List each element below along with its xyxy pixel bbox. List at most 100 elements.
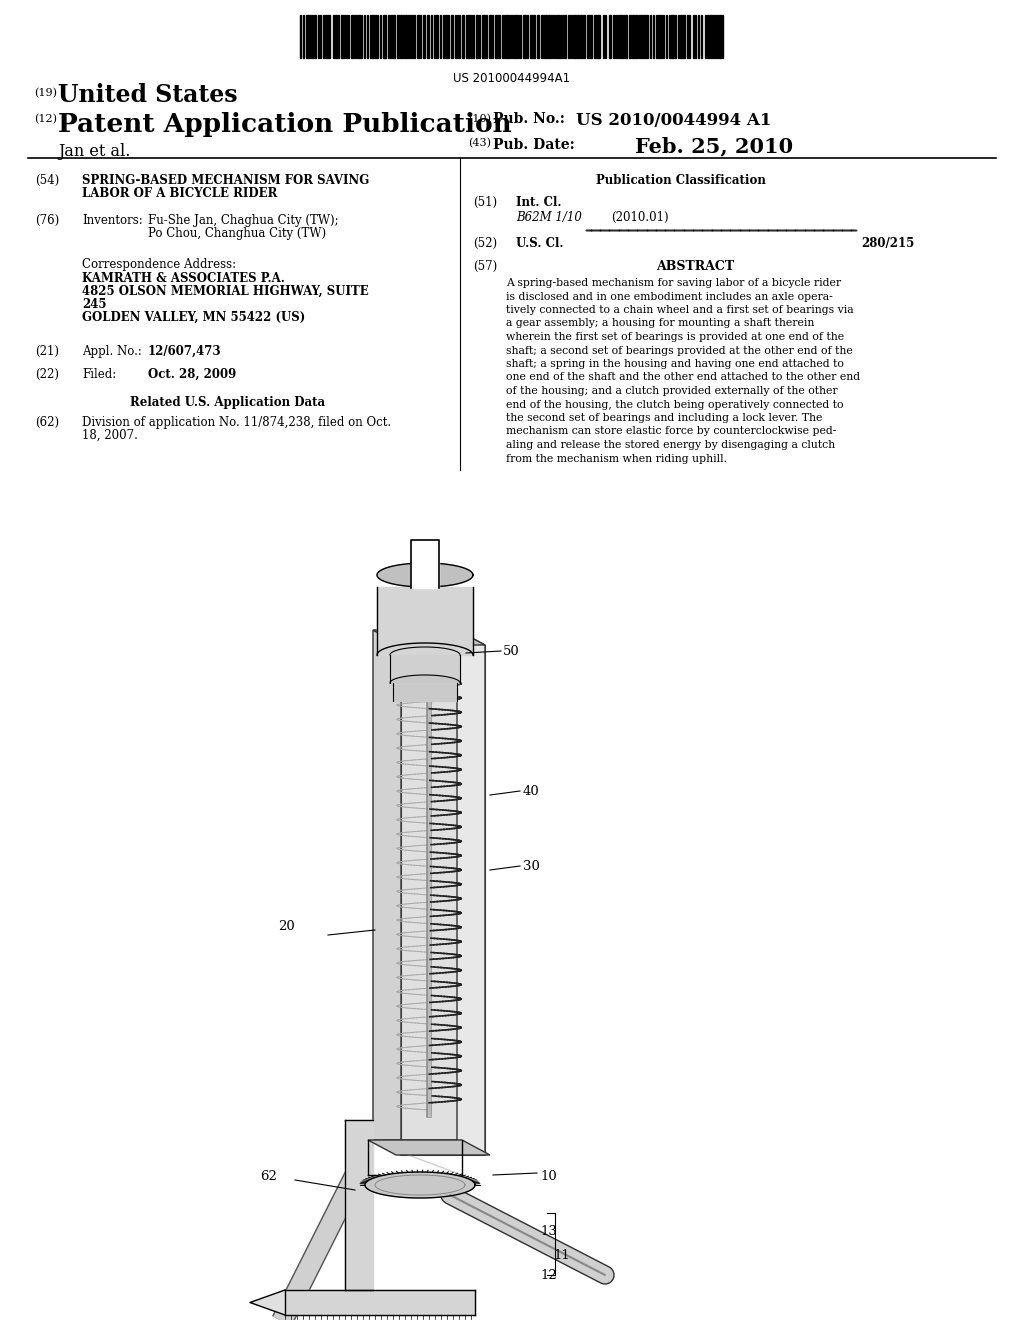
- Bar: [358, 15, 360, 58]
- Bar: [646, 15, 648, 58]
- Bar: [597, 15, 600, 58]
- Polygon shape: [377, 564, 473, 587]
- Bar: [625, 15, 627, 58]
- Text: Jan et al.: Jan et al.: [58, 143, 130, 160]
- Bar: [397, 15, 399, 58]
- Text: Pub. No.:: Pub. No.:: [493, 112, 565, 125]
- Polygon shape: [368, 1140, 490, 1155]
- Text: shaft; a second set of bearings provided at the other end of the: shaft; a second set of bearings provided…: [506, 346, 853, 355]
- Polygon shape: [393, 682, 457, 701]
- Text: Division of application No. 11/874,238, filed on Oct.: Division of application No. 11/874,238, …: [82, 416, 391, 429]
- Bar: [683, 15, 685, 58]
- Text: Correspondence Address:: Correspondence Address:: [82, 257, 237, 271]
- Text: 13: 13: [540, 1225, 557, 1238]
- Polygon shape: [373, 630, 401, 1155]
- Bar: [406, 15, 407, 58]
- Bar: [506, 15, 508, 58]
- Bar: [341, 15, 343, 58]
- Polygon shape: [390, 675, 460, 682]
- Bar: [671, 15, 674, 58]
- Text: one end of the shaft and the other end attached to the other end: one end of the shaft and the other end a…: [506, 372, 860, 383]
- Text: 10: 10: [540, 1170, 557, 1183]
- Bar: [564, 15, 566, 58]
- Text: (12): (12): [34, 114, 57, 124]
- Bar: [445, 15, 447, 58]
- Text: 12: 12: [540, 1269, 557, 1282]
- Bar: [515, 15, 517, 58]
- Text: Publication Classification: Publication Classification: [596, 174, 766, 187]
- Bar: [495, 15, 497, 58]
- Bar: [328, 15, 330, 58]
- Bar: [427, 15, 429, 58]
- Text: SPRING-BASED MECHANISM FOR SAVING: SPRING-BASED MECHANISM FOR SAVING: [82, 174, 370, 187]
- Text: Patent Application Publication: Patent Application Publication: [58, 112, 512, 137]
- Text: 20: 20: [278, 920, 295, 933]
- Text: 4825 OLSON MEMORIAL HIGHWAY, SUITE: 4825 OLSON MEMORIAL HIGHWAY, SUITE: [82, 285, 369, 298]
- Text: Int. Cl.: Int. Cl.: [516, 195, 561, 209]
- Bar: [710, 15, 712, 58]
- Text: from the mechanism when riding uphill.: from the mechanism when riding uphill.: [506, 454, 727, 463]
- Text: Appl. No.:: Appl. No.:: [82, 345, 142, 358]
- Bar: [530, 15, 532, 58]
- Text: of the housing; and a clutch provided externally of the other: of the housing; and a clutch provided ex…: [506, 385, 838, 396]
- Bar: [523, 15, 526, 58]
- Text: LABOR OF A BICYCLE RIDER: LABOR OF A BICYCLE RIDER: [82, 187, 278, 201]
- Bar: [476, 15, 478, 58]
- Text: 50: 50: [503, 645, 520, 657]
- Text: (76): (76): [35, 214, 59, 227]
- Bar: [680, 15, 682, 58]
- Text: end of the housing, the clutch being operatively connected to: end of the housing, the clutch being ope…: [506, 400, 844, 409]
- Bar: [451, 15, 453, 58]
- Polygon shape: [377, 587, 473, 655]
- Bar: [613, 15, 615, 58]
- Bar: [383, 15, 386, 58]
- Bar: [620, 15, 622, 58]
- Text: A spring-based mechanism for saving labor of a bicycle rider: A spring-based mechanism for saving labo…: [506, 279, 841, 288]
- Bar: [537, 15, 539, 58]
- Text: is disclosed and in one embodiment includes an axle opera-: is disclosed and in one embodiment inclu…: [506, 292, 833, 301]
- Text: Pub. Date:: Pub. Date:: [493, 139, 574, 152]
- Bar: [417, 15, 419, 58]
- Bar: [594, 15, 596, 58]
- Bar: [632, 15, 634, 58]
- Bar: [587, 15, 589, 58]
- Text: a gear assembly; a housing for mounting a shaft therein: a gear assembly; a housing for mounting …: [506, 318, 814, 329]
- Polygon shape: [373, 1140, 485, 1155]
- Text: 30: 30: [523, 861, 540, 873]
- Text: GOLDEN VALLEY, MN 55422 (US): GOLDEN VALLEY, MN 55422 (US): [82, 312, 305, 323]
- Text: KAMRATH & ASSOCIATES P.A.: KAMRATH & ASSOCIATES P.A.: [82, 272, 285, 285]
- Text: 245: 245: [82, 298, 106, 312]
- Text: tively connected to a chain wheel and a first set of bearings via: tively connected to a chain wheel and a …: [506, 305, 854, 315]
- Text: U.S. Cl.: U.S. Cl.: [516, 238, 563, 249]
- Text: mechanism can store elastic force by counterclockwise ped-: mechanism can store elastic force by cou…: [506, 426, 837, 437]
- Text: 62: 62: [260, 1170, 276, 1183]
- Bar: [583, 15, 585, 58]
- Polygon shape: [401, 645, 485, 1155]
- Bar: [498, 15, 500, 58]
- Bar: [719, 15, 721, 58]
- Text: 12/607,473: 12/607,473: [148, 345, 221, 358]
- Bar: [609, 15, 611, 58]
- Bar: [482, 15, 485, 58]
- Text: 18, 2007.: 18, 2007.: [82, 429, 138, 442]
- Bar: [580, 15, 582, 58]
- Polygon shape: [365, 1172, 475, 1199]
- Polygon shape: [250, 1290, 285, 1315]
- Bar: [574, 15, 575, 58]
- Text: Related U.S. Application Data: Related U.S. Application Data: [130, 396, 326, 409]
- Polygon shape: [368, 1140, 462, 1175]
- Text: (10): (10): [468, 114, 490, 124]
- Text: B62M 1/10: B62M 1/10: [516, 211, 582, 224]
- Bar: [640, 15, 642, 58]
- Bar: [590, 15, 592, 58]
- Text: (43): (43): [468, 139, 490, 148]
- Text: (51): (51): [473, 195, 497, 209]
- Bar: [545, 15, 547, 58]
- Text: US 2010/0044994 A1: US 2010/0044994 A1: [575, 112, 771, 129]
- Bar: [534, 15, 535, 58]
- Bar: [707, 15, 709, 58]
- Text: shaft; a spring in the housing and having one end attached to: shaft; a spring in the housing and havin…: [506, 359, 844, 370]
- Bar: [400, 15, 402, 58]
- Polygon shape: [457, 630, 485, 1155]
- Bar: [423, 15, 425, 58]
